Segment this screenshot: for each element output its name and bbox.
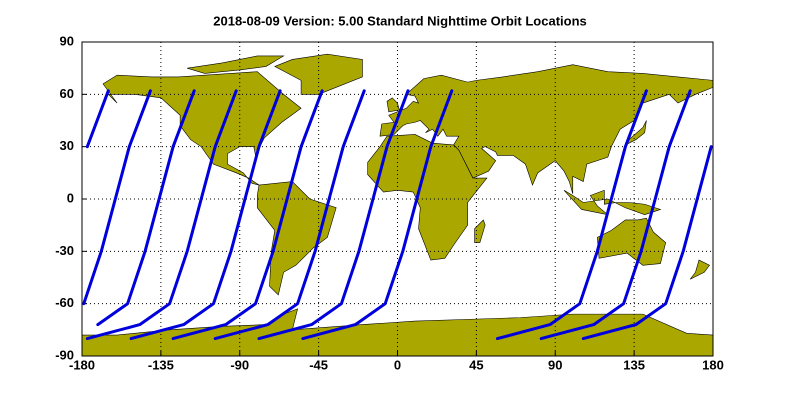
uk [387, 98, 399, 112]
plot-frame [81, 41, 714, 357]
tick-labels: -180 -135 -90 -45 0 45 90 135 180 -90 -60 -30 0 30 60 9… [55, 33, 724, 372]
y-tick-label: -30 [55, 243, 74, 258]
x-tick-label: 45 [469, 357, 483, 372]
antarctica [82, 309, 713, 356]
y-tick-label: 30 [60, 138, 74, 153]
canadian-islands [187, 56, 283, 73]
orbit-track [213, 89, 366, 341]
orbit-track [171, 89, 324, 341]
x-tick-label: -90 [230, 357, 249, 372]
y-tick-label: 90 [60, 33, 74, 48]
orbit-track [495, 89, 648, 341]
x-tick-label: 0 [394, 357, 401, 372]
x-tick-label: -45 [309, 357, 328, 372]
south-america [257, 182, 336, 295]
north-america [103, 72, 301, 185]
new-zealand [690, 260, 709, 279]
orbit-track [539, 89, 692, 341]
y-tick-label: 60 [60, 86, 74, 101]
africa [368, 134, 487, 260]
orbit-track [85, 89, 238, 341]
x-tick-label: 90 [548, 357, 562, 372]
x-tick-label: 180 [702, 357, 724, 372]
orbit-track [96, 89, 196, 327]
y-tick-label: 0 [67, 190, 74, 205]
australia [597, 218, 665, 265]
orbit-track [257, 89, 410, 341]
x-tick-label: -135 [148, 357, 174, 372]
y-tick-label: -90 [55, 347, 74, 362]
orbit-track [129, 89, 282, 341]
x-tick-label: 135 [623, 357, 645, 372]
eurasia [380, 65, 713, 194]
chart-title: 2018-08-09 Version: 5.00 Standard Nightt… [213, 13, 587, 28]
orbit-track [85, 89, 110, 149]
y-tick-label: -60 [55, 295, 74, 310]
orbit-track [82, 89, 152, 306]
madagascar [475, 220, 486, 243]
orbit-track [301, 89, 454, 341]
orbit-tracks [82, 89, 713, 341]
orbit-track [581, 145, 713, 341]
x-tick-label: -180 [69, 357, 95, 372]
